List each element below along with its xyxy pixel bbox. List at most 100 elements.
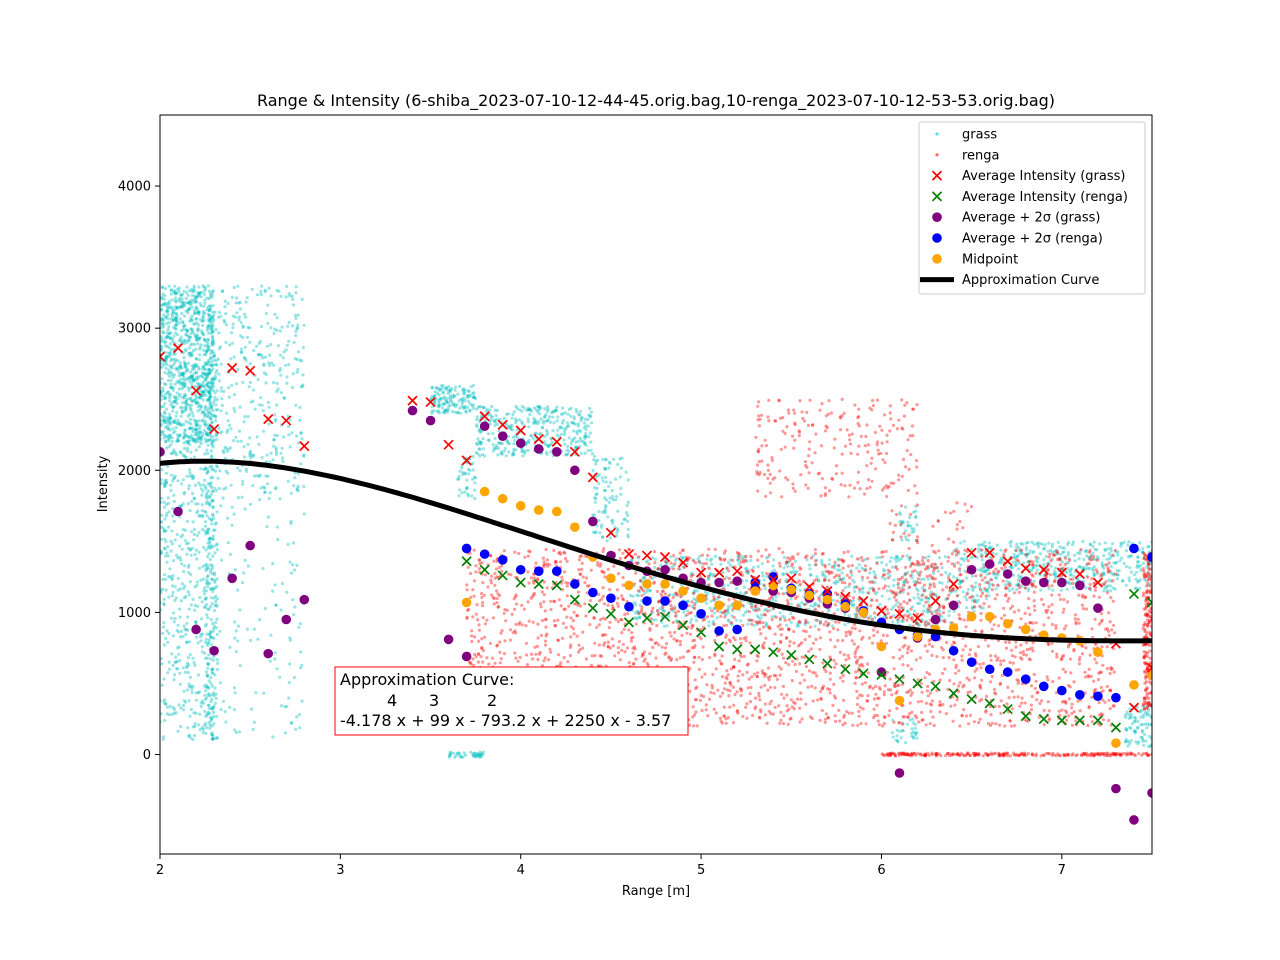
grass-point [588,431,593,435]
grass-point [509,424,513,428]
grass-point [172,448,176,452]
grass-point [203,509,207,513]
grass-point [193,433,197,437]
grass-point [167,510,171,514]
grass-point [245,335,250,339]
grass-point [167,368,171,372]
grass-point [234,730,238,735]
grass-point [173,429,177,433]
grass-point [211,376,215,380]
grass-point [999,548,1003,552]
grass-point [984,597,989,601]
grass-point [587,435,591,439]
grass-point [463,471,467,475]
grass-point [211,586,215,591]
grass-point [163,294,167,298]
grass-point [164,358,168,362]
grass-point [206,531,210,535]
grass-point [201,398,205,402]
grass-point [1041,547,1046,551]
grass-point [225,516,230,520]
grass-point [268,460,272,464]
renga-point [973,676,977,680]
renga-point [627,660,631,665]
grass-point [195,533,199,538]
grass-point [208,502,212,506]
grass-point [239,350,243,354]
grass-point [224,469,228,473]
grass-point [582,421,587,425]
grass-point [593,531,597,535]
grass-point [203,387,207,391]
grass-point [201,418,205,422]
grass-point [210,336,214,340]
renga-point [858,629,862,633]
grass-point [209,415,213,419]
renga-point [1057,709,1061,713]
renga-point [708,656,712,660]
grass-point [162,419,166,423]
grass-point [243,356,247,360]
grass-point [215,389,219,393]
grass-point [204,404,208,408]
grass-point [204,363,208,367]
grass-point [211,468,215,472]
grass-point [915,523,919,527]
grass-point [264,474,268,478]
grass-point [165,334,169,338]
grass-point [970,574,975,578]
grass-point [201,318,205,322]
grass-point [210,717,214,721]
grass-point [715,616,719,620]
grass-point [177,703,181,707]
grass-point [278,675,282,679]
grass-point [179,423,183,427]
grass-point [169,417,173,421]
grass-point [213,391,217,395]
grass-point [478,429,482,434]
grass-point [212,737,216,741]
grass-point [525,408,529,412]
grass-point [167,331,171,336]
grass-point [514,434,518,438]
grass-point [257,474,261,478]
grass-point [160,398,163,402]
renga-point [577,568,581,572]
grass-point [190,364,194,368]
renga-point [1070,702,1074,706]
grass-point [564,426,568,430]
grass-point [222,389,226,394]
renga-point [966,691,970,695]
grass-point [450,387,454,391]
grass-point [200,329,204,333]
grass-point [228,552,233,557]
grass-point [162,382,167,386]
grass-point [178,671,182,675]
grass-point [169,488,173,493]
grass-point [488,422,492,426]
grass-point [208,395,212,399]
grass-point [225,411,229,415]
grass-point [169,359,173,363]
grass-point [211,389,215,393]
grass-point [602,509,607,513]
grass-point [451,410,455,414]
grass-point [704,601,709,605]
renga-point [777,547,781,551]
grass-point [1144,739,1148,743]
grass-point [537,432,542,436]
grass-point [214,696,218,700]
grass-point [162,529,166,534]
grass-point [211,733,215,737]
grass-point [292,541,296,545]
grass-point-region [429,383,478,415]
grass-point [186,441,190,445]
grass-point [171,375,175,379]
grass-point [279,451,283,455]
grass-point [190,314,194,318]
grass-point [189,331,193,336]
grass-point [174,331,178,335]
grass-point [444,399,448,403]
grass-point [1071,586,1075,590]
grass-point [160,348,163,352]
